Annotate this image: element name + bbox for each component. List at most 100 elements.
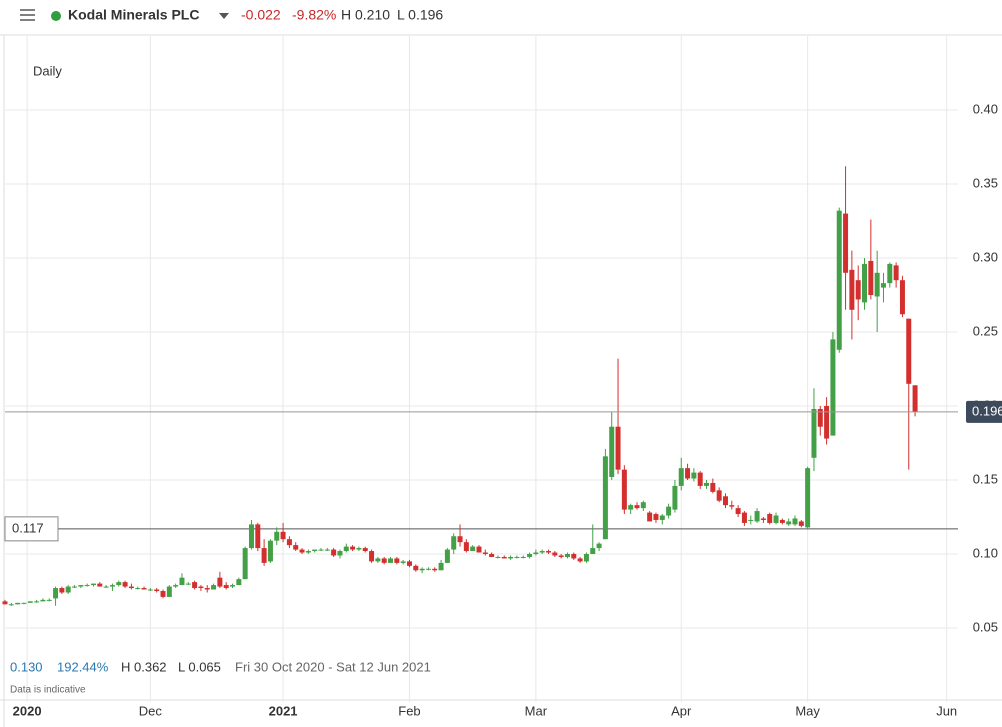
candle-body [451,536,457,550]
candle-body [72,586,78,588]
candle-body [666,506,672,516]
candle-body [444,549,450,563]
candle-body [893,265,899,281]
x-tick-label: Dec [139,703,163,718]
period-low: L 0.065 [178,659,221,674]
candle-body [470,546,476,552]
menu-icon[interactable] [20,9,35,21]
candle-body [299,549,305,553]
candle-body [375,558,381,562]
candle-body [192,582,198,589]
candle-body [602,456,608,540]
instrument-name[interactable]: Kodal Minerals PLC [68,7,199,23]
candle-body [166,586,172,597]
candle-body [508,556,514,559]
candle-body [261,548,267,563]
candle-body [116,582,122,586]
candle-body [817,408,823,427]
x-tick-label: 2021 [269,703,298,718]
candle-body [533,552,539,554]
candle-body [754,511,760,522]
y-tick-label: 0.10 [973,545,998,560]
candle-body [552,552,558,556]
candle-body [672,485,678,510]
candle-body [722,496,728,506]
candle-body [394,558,400,563]
candle-body [236,579,242,586]
candle-body [34,601,40,603]
reference-box [4,516,59,542]
candle-body [103,586,109,588]
candle-body [520,556,526,558]
candle-body [824,406,830,439]
candle-body [457,536,463,543]
candle-body [741,512,747,523]
candle-body [691,472,697,479]
candle-body [729,505,735,507]
date-range: Fri 30 Oct 2020 - Sat 12 Jun 2021 [235,659,431,674]
candle-body [716,490,722,501]
candle-body [583,554,589,562]
candle-body [760,518,766,520]
candle-body [621,469,627,510]
candle-body [634,505,640,509]
candle-body [476,546,482,553]
candle-body [590,548,596,554]
status-dot [51,11,61,21]
candle-body [786,521,792,525]
candle-body [558,555,564,557]
candle-body [217,577,223,587]
candle-body [242,548,248,580]
candle-body [78,585,84,587]
candle-body [267,540,273,562]
candle-body [318,549,324,551]
candle-body [710,482,716,492]
candle-body [185,583,191,585]
candle-body [211,585,217,590]
candle-body [84,585,90,587]
candle-body [223,585,229,589]
y-tick-label: 0.40 [973,101,998,116]
candle-body [482,552,488,554]
candle-body [419,568,425,571]
candle-body [735,508,741,515]
candle-body [868,260,874,295]
change: -0.022 [241,7,281,23]
candle-body [147,589,153,591]
y-tick-label: 0.25 [973,323,998,338]
candle-body [141,588,147,590]
y-tick-label: 0.15 [973,471,998,486]
dropdown-arrow[interactable] [219,13,229,19]
candle-body [432,568,438,571]
candle-body [678,468,684,486]
candle-body [628,505,634,510]
candle-body [369,551,375,562]
candle-body [564,554,570,557]
candle-body [906,318,912,384]
candle-body [135,588,141,590]
x-tick-label: Apr [671,703,692,718]
candle-body [501,556,507,559]
last-price-label: 0.196 [972,403,1002,418]
candle-body [388,558,394,563]
candle-body [286,539,292,546]
candle-body [836,210,842,350]
candle-body [697,472,703,486]
candle-body [527,554,533,557]
candle-body [489,554,495,557]
candle-body [647,512,653,522]
candle-body [179,577,185,586]
candle-body [154,589,160,591]
candle-body [15,602,21,605]
candle-body [577,558,583,562]
candle-body [204,588,210,590]
candle-body [862,263,868,303]
day-high: H 0.210 [341,7,390,23]
candle-body [255,524,261,549]
candle-body [748,519,754,521]
candle-body [324,549,330,551]
candle-body [53,588,59,599]
candle-body [350,546,356,550]
candle-body [413,565,419,571]
